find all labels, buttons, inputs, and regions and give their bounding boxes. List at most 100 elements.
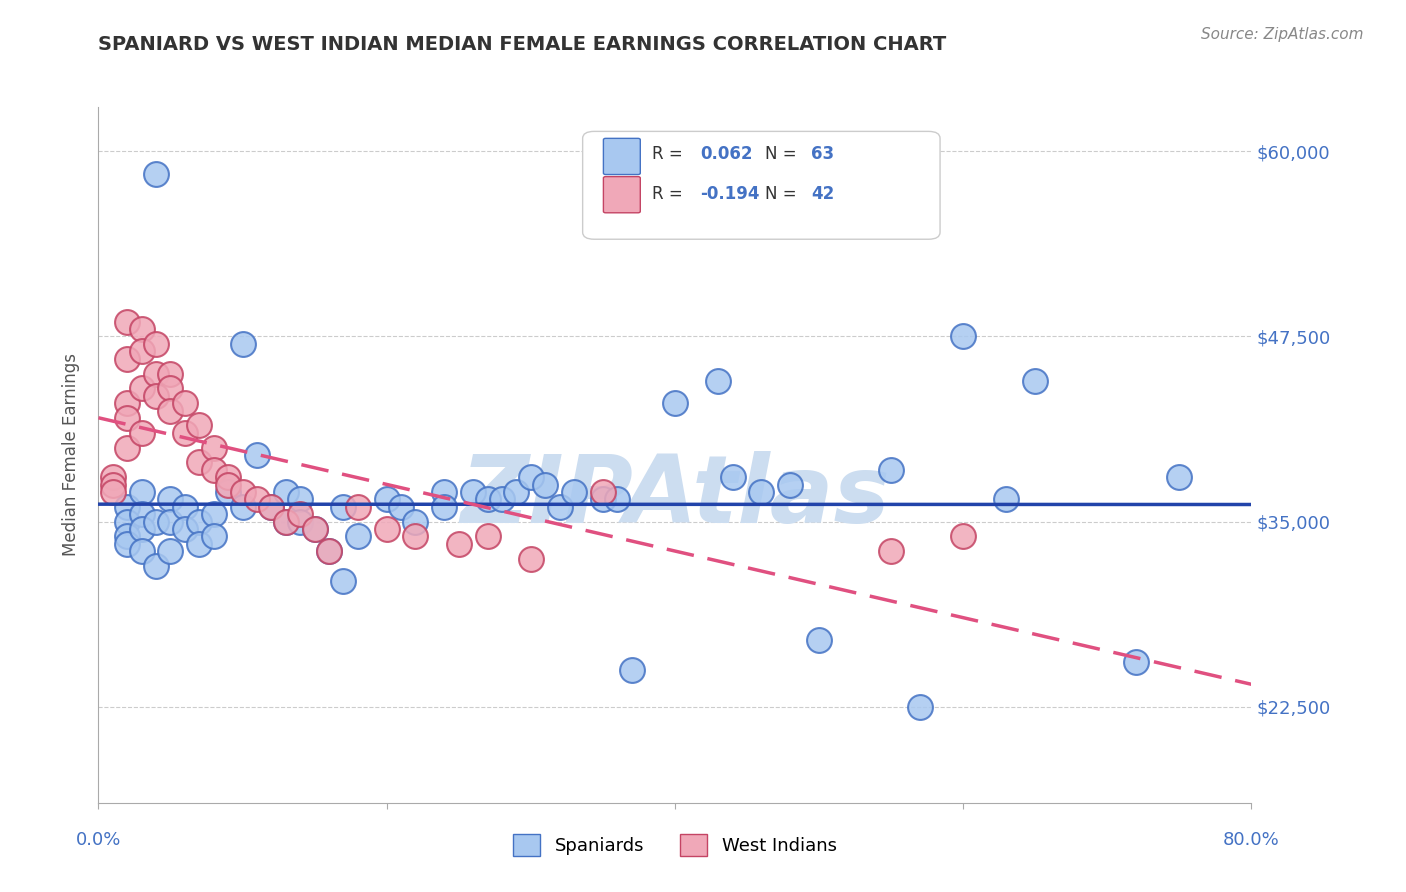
Point [375,522,398,536]
Point [274,515,297,529]
Point [159,381,181,395]
Point [174,425,197,440]
Point [346,500,368,514]
Point [592,484,614,499]
Point [405,515,427,529]
Point [188,537,211,551]
Point [290,507,312,521]
Point [131,425,153,440]
FancyBboxPatch shape [603,177,640,213]
Point [304,522,326,536]
Point [174,396,197,410]
FancyBboxPatch shape [582,131,941,239]
Point [131,522,153,536]
Point [318,544,340,558]
Point [548,500,571,514]
Point [260,500,283,514]
Point [131,322,153,336]
Point [231,500,254,514]
Point [908,699,931,714]
Text: 63: 63 [811,145,834,163]
Text: SPANIARD VS WEST INDIAN MEDIAN FEMALE EARNINGS CORRELATION CHART: SPANIARD VS WEST INDIAN MEDIAN FEMALE EA… [98,35,946,54]
Point [606,492,628,507]
Point [101,477,124,491]
Point [952,329,974,343]
Text: -0.194: -0.194 [700,185,759,203]
Point [664,396,686,410]
Point [117,351,139,366]
Point [491,492,513,507]
Point [217,477,239,491]
Point [145,367,167,381]
Point [145,389,167,403]
Point [217,470,239,484]
Point [562,484,585,499]
Point [117,537,139,551]
Text: R =: R = [652,185,688,203]
FancyBboxPatch shape [603,138,640,175]
Point [117,396,139,410]
Text: Source: ZipAtlas.com: Source: ZipAtlas.com [1201,27,1364,42]
Point [188,418,211,433]
Point [433,484,456,499]
Point [477,529,499,543]
Point [117,529,139,543]
Point [101,484,124,499]
Point [389,500,412,514]
Point [318,544,340,558]
Point [159,403,181,417]
Point [461,484,484,499]
Point [117,411,139,425]
Point [477,492,499,507]
Point [188,515,211,529]
Point [174,522,197,536]
Point [952,529,974,543]
Point [505,484,527,499]
Point [231,484,254,499]
Point [202,441,225,455]
Point [721,470,744,484]
Point [131,507,153,521]
Point [520,551,543,566]
Legend: Spaniards, West Indians: Spaniards, West Indians [506,827,844,863]
Text: 42: 42 [811,185,834,203]
Point [145,515,167,529]
Point [807,632,830,647]
Y-axis label: Median Female Earnings: Median Female Earnings [62,353,80,557]
Point [101,470,124,484]
Text: ZIPAtlas: ZIPAtlas [460,450,890,542]
Point [520,470,543,484]
Point [995,492,1018,507]
Point [274,484,297,499]
Point [159,492,181,507]
Point [1125,655,1147,669]
Point [1168,470,1191,484]
Point [260,500,283,514]
Point [202,529,225,543]
Point [274,515,297,529]
Point [332,500,354,514]
Point [174,500,197,514]
Point [304,522,326,536]
Point [117,500,139,514]
Point [447,537,470,551]
Point [332,574,354,588]
Point [231,337,254,351]
Point [1024,374,1046,388]
Point [433,500,456,514]
Point [246,448,269,462]
Point [145,337,167,351]
Point [159,367,181,381]
Point [290,492,312,507]
Point [880,544,903,558]
Point [375,492,398,507]
Point [131,484,153,499]
Text: N =: N = [765,185,801,203]
Point [779,477,801,491]
Text: 0.0%: 0.0% [76,830,121,848]
Text: 80.0%: 80.0% [1223,830,1279,848]
Point [880,463,903,477]
Point [145,558,167,573]
Point [592,492,614,507]
Point [290,515,312,529]
